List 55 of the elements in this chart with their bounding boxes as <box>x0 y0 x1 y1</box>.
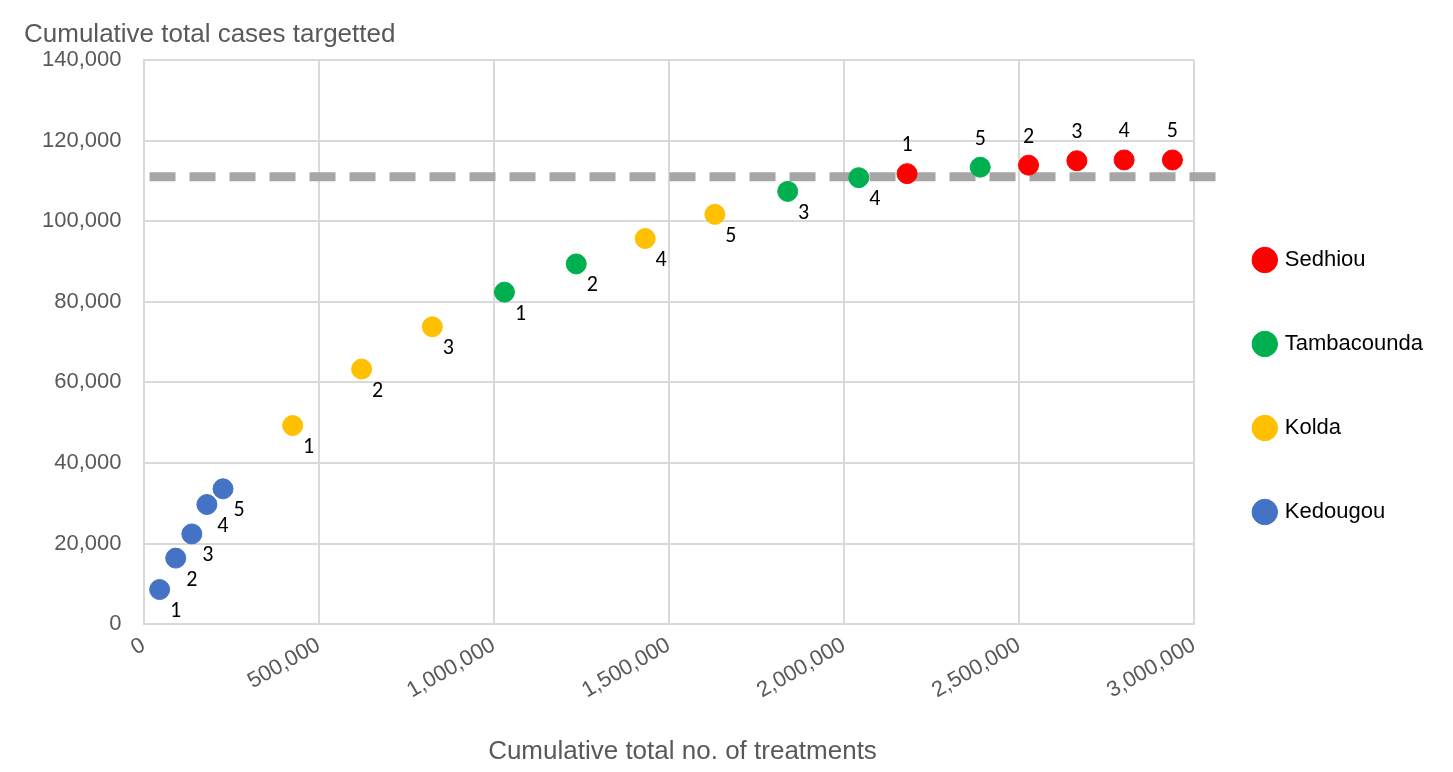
annotation: 5 <box>1166 116 1179 144</box>
y-tick-label: 100,000 <box>41 207 122 233</box>
point <box>1113 149 1135 171</box>
x-tick-label: 0 <box>125 631 150 660</box>
point <box>1018 154 1040 176</box>
y-tick-label: 0 <box>109 610 122 636</box>
annotation: 3 <box>798 197 810 225</box>
annotation: 1 <box>303 432 315 460</box>
annotation: 3 <box>442 333 454 361</box>
y-tick-label: 120,000 <box>41 126 122 152</box>
point <box>282 415 304 437</box>
point <box>704 203 726 225</box>
annotation: 3 <box>202 540 214 568</box>
x-axis-title: Cumulative total no. of treatments <box>487 735 878 766</box>
point <box>149 579 171 601</box>
point <box>493 281 515 303</box>
point <box>1161 149 1183 171</box>
annotation: 5 <box>974 123 986 151</box>
legend-label: Kedougou <box>1284 498 1386 524</box>
point <box>565 253 587 275</box>
annotation: 2 <box>372 375 384 403</box>
y-tick-label: 140,000 <box>41 46 122 72</box>
annotation: 4 <box>1118 116 1130 144</box>
point <box>777 180 799 202</box>
annotation: 5 <box>725 220 737 248</box>
annotation: 4 <box>869 184 881 212</box>
annotation: 3 <box>1071 117 1083 145</box>
point <box>421 316 443 338</box>
y-axis-title: Cumulative total cases targetted <box>24 18 396 49</box>
point <box>196 494 218 516</box>
y-tick-label: 40,000 <box>54 449 122 475</box>
y-tick-label: 80,000 <box>54 287 122 313</box>
point <box>896 163 918 185</box>
legend-label: Kolda <box>1284 414 1342 440</box>
annotation: 2 <box>186 564 198 592</box>
annotation: 2 <box>1022 121 1035 149</box>
annotation: 1 <box>170 596 182 624</box>
point <box>181 523 203 545</box>
annotation: 4 <box>217 511 229 539</box>
y-tick-label: 60,000 <box>54 368 122 394</box>
annotation: 5 <box>233 495 245 523</box>
annotation: 1 <box>901 130 913 158</box>
legend-label: Tambacounda <box>1284 330 1424 356</box>
y-tick-label: 20,000 <box>54 529 122 555</box>
annotation: 1 <box>514 298 527 326</box>
point <box>634 228 656 250</box>
point <box>165 547 187 569</box>
point <box>848 167 870 189</box>
annotation: 2 <box>586 270 598 298</box>
legend-label: Sedhiou <box>1284 246 1366 272</box>
point <box>212 478 234 500</box>
annotation: 4 <box>655 245 667 273</box>
point <box>969 156 991 178</box>
point <box>351 358 373 380</box>
point <box>1066 150 1088 172</box>
